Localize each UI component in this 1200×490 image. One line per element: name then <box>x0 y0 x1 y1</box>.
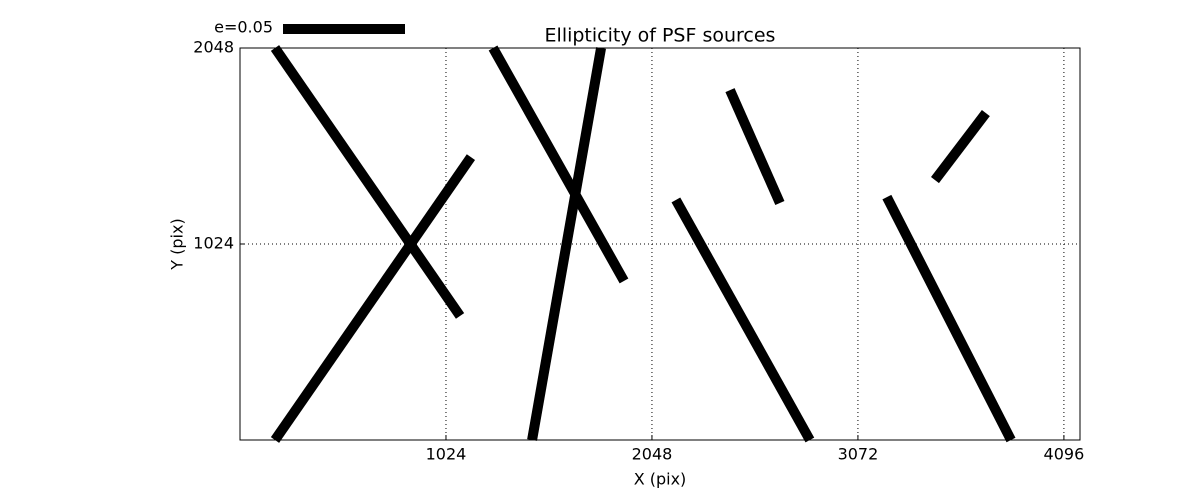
whisker <box>725 88 785 206</box>
whisker <box>270 154 476 443</box>
plot-frame <box>239 47 1081 441</box>
x-tick-label: 3072 <box>838 445 879 464</box>
whisker <box>671 197 815 443</box>
x-tick-label: 2048 <box>632 445 673 464</box>
chart-title: Ellipticity of PSF sources <box>545 25 776 47</box>
whisker <box>882 194 1016 443</box>
whisker <box>488 45 629 284</box>
key-label: e=0.05 <box>214 18 273 37</box>
whisker <box>270 45 465 319</box>
whisker <box>930 110 990 184</box>
x-axis-label: X (pix) <box>634 470 687 489</box>
y-tick-label: 2048 <box>193 38 234 57</box>
x-tick-label: 1024 <box>426 445 467 464</box>
y-tick-label: 1024 <box>193 234 234 253</box>
whisker <box>527 47 606 441</box>
y-axis-label: Y (pix) <box>168 218 187 270</box>
x-tick-label: 4096 <box>1044 445 1085 464</box>
